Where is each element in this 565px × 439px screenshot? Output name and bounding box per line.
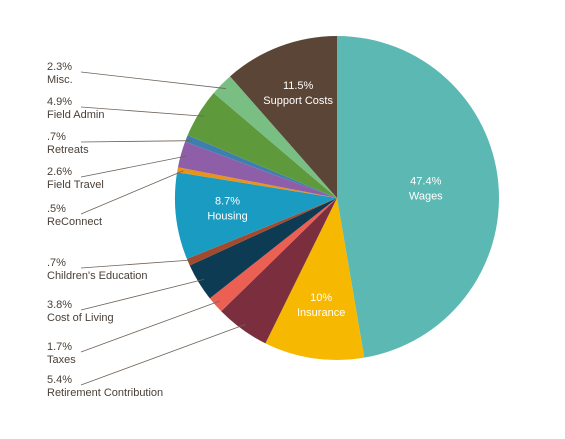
slice-name-label-retirement-contribution: Retirement Contribution: [47, 387, 163, 399]
slice-pct-label-reconnect: .5%: [47, 203, 66, 215]
leader-line-cost-of-living: [80, 278, 204, 311]
slice-wages: [337, 36, 499, 358]
slice-misc: [213, 76, 337, 198]
leader-line-retreats: [80, 140, 192, 143]
slice-pct-label-insurance: 10%: [310, 292, 332, 304]
slice-name-label-insurance: Insurance: [297, 307, 345, 319]
slice-field-travel: [177, 141, 337, 198]
slice-cost-of-living: [189, 198, 337, 299]
slice-pct-label-field-travel: 2.6%: [47, 166, 72, 178]
slice-pct-label-children-s-education: .7%: [47, 257, 66, 269]
slice-name-label-cost-of-living: Cost of Living: [47, 312, 114, 324]
slice-children-s-education: [186, 198, 337, 266]
leader-line-field-travel: [80, 155, 187, 178]
slice-taxes: [209, 198, 337, 312]
slice-name-label-retreats: Retreats: [47, 144, 89, 156]
leader-line-misc: [80, 71, 226, 89]
slice-field-admin: [187, 92, 337, 198]
slice-name-label-children-s-education: Children's Education: [47, 270, 148, 282]
leader-line-retirement-contribution: [80, 323, 246, 386]
slice-pct-label-misc: 2.3%: [47, 61, 72, 73]
pie-slices: [175, 36, 499, 361]
slice-name-label-reconnect: ReConnect: [47, 216, 102, 228]
leader-line-reconnect: [80, 170, 184, 215]
slice-pct-label-taxes: 1.7%: [47, 341, 72, 353]
slice-reconnect: [177, 167, 337, 198]
slice-name-label-support-costs: Support Costs: [263, 95, 333, 107]
leader-line-taxes: [80, 300, 220, 353]
slice-name-label-field-admin: Field Admin: [47, 109, 104, 121]
slice-name-label-taxes: Taxes: [47, 354, 76, 366]
slice-pct-label-field-admin: 4.9%: [47, 96, 72, 108]
leader-lines: [80, 71, 246, 386]
slice-pct-label-support-costs: 11.5%: [283, 80, 314, 92]
slice-labels: 47.4% Wages 10% Insurance 5.4%Retirement Con…: [47, 61, 443, 399]
slice-retreats: [185, 135, 337, 198]
slice-pct-label-housing: 8.7%: [215, 195, 240, 207]
slice-pct-label-retirement-contribution: 5.4%: [47, 374, 72, 386]
slice-housing: [175, 172, 337, 259]
leader-line-field-admin: [80, 106, 205, 117]
slice-retirement-contribution: [221, 198, 337, 344]
leader-line-children-s-education: [80, 259, 194, 269]
slice-pct-label-wages: 47.4%: [410, 175, 441, 187]
slice-name-label-housing: Housing: [207, 210, 247, 222]
slice-support-costs: [230, 36, 337, 198]
slice-pct-label-retreats: .7%: [47, 131, 66, 143]
slice-insurance: [265, 198, 365, 361]
slice-name-label-field-travel: Field Travel: [47, 179, 104, 191]
slice-name-label-misc: Misc.: [47, 74, 73, 86]
slice-name-label-wages: Wages: [409, 190, 443, 202]
slice-pct-label-cost-of-living: 3.8%: [47, 299, 72, 311]
